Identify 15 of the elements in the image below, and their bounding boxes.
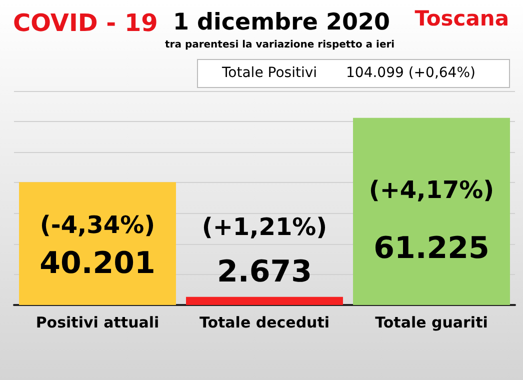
chart-subtitle: 1 dicembre 2020 [173, 10, 390, 36]
x-tick-label: Totale deceduti [199, 314, 330, 332]
x-tick-label: Positivi attuali [36, 314, 160, 332]
data-label: 40.201 [40, 246, 156, 281]
x-tick-label: Totale guariti [375, 314, 488, 332]
text: Toscana [414, 6, 509, 30]
text: Totale Positivi [221, 65, 318, 81]
annotation: (+1,21%) [202, 213, 328, 241]
data-label: 2.673 [217, 254, 312, 290]
text: tra parentesi la variazione rispetto a ieri [165, 40, 395, 50]
chart-title: COVID - 19 [13, 9, 158, 37]
text: 104.099 (+0,64%) [346, 65, 476, 81]
data-label: 61.225 [374, 230, 490, 266]
annotation: (+4,17%) [368, 176, 494, 204]
annotation: (-4,34%) [40, 211, 156, 239]
